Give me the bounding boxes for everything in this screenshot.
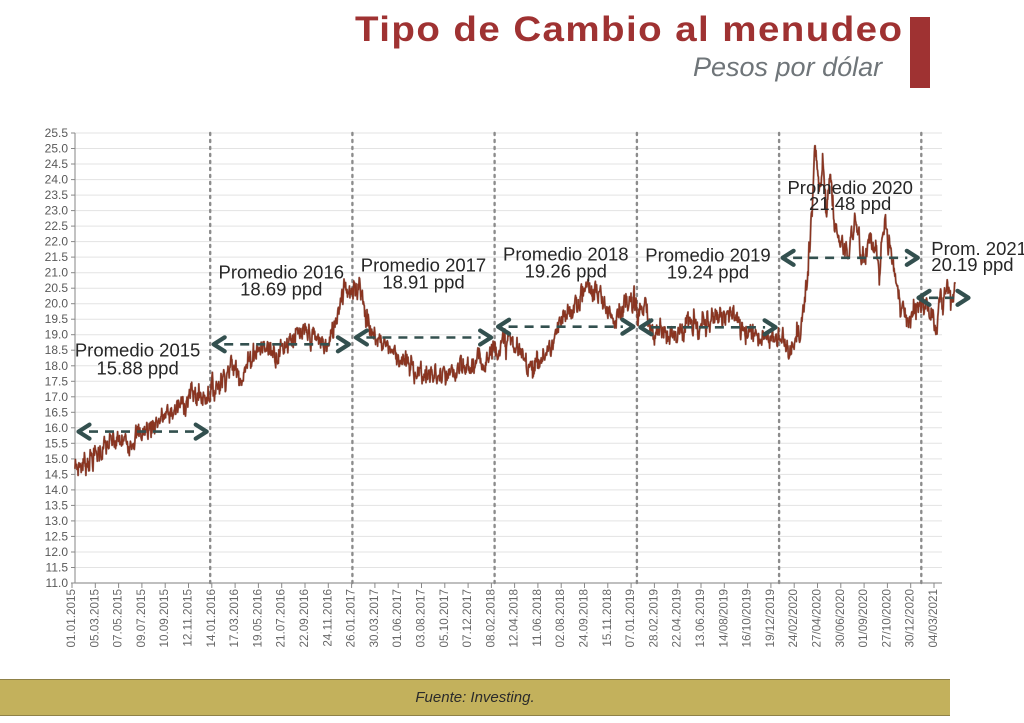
svg-text:18.5: 18.5: [45, 343, 69, 357]
svg-text:14.0: 14.0: [45, 483, 69, 497]
svg-text:12.0: 12.0: [45, 545, 69, 559]
svg-text:23.0: 23.0: [45, 204, 69, 218]
svg-text:15.5: 15.5: [45, 436, 69, 450]
svg-text:07.05.2015: 07.05.2015: [112, 589, 125, 648]
svg-text:27/10/2020: 27/10/2020: [880, 589, 893, 648]
svg-text:22.5: 22.5: [45, 219, 69, 233]
svg-text:21.5: 21.5: [45, 250, 69, 264]
svg-text:02.08.2018: 02.08.2018: [554, 589, 567, 648]
svg-text:13.5: 13.5: [45, 498, 69, 512]
svg-text:28.02.2019: 28.02.2019: [647, 589, 660, 648]
svg-text:20.5: 20.5: [45, 281, 69, 295]
svg-text:19.24 ppd: 19.24 ppd: [667, 261, 749, 282]
svg-text:19.26 ppd: 19.26 ppd: [525, 261, 607, 282]
svg-text:27/04/2020: 27/04/2020: [811, 589, 824, 648]
svg-text:03.08.2017: 03.08.2017: [415, 589, 428, 648]
svg-text:19.05.2016: 19.05.2016: [251, 589, 264, 648]
svg-text:24.5: 24.5: [45, 157, 69, 171]
svg-text:15.0: 15.0: [45, 452, 69, 466]
svg-text:18.0: 18.0: [45, 359, 69, 373]
svg-text:23.5: 23.5: [45, 188, 69, 202]
svg-text:25.0: 25.0: [45, 142, 69, 156]
svg-text:17.0: 17.0: [45, 390, 69, 404]
svg-text:19.5: 19.5: [45, 312, 69, 326]
svg-text:10.09.2015: 10.09.2015: [158, 589, 171, 648]
svg-text:22.04.2019: 22.04.2019: [671, 589, 684, 648]
svg-text:17.5: 17.5: [45, 374, 69, 388]
svg-text:11.06.2018: 11.06.2018: [531, 589, 544, 647]
svg-text:25.5: 25.5: [45, 126, 69, 140]
svg-text:16.5: 16.5: [45, 405, 69, 419]
svg-text:01.06.2017: 01.06.2017: [391, 589, 404, 648]
svg-text:16.0: 16.0: [45, 421, 69, 435]
svg-text:01/09/2020: 01/09/2020: [857, 589, 870, 648]
svg-text:08.02.2018: 08.02.2018: [484, 589, 497, 648]
svg-text:14.5: 14.5: [45, 467, 69, 481]
svg-text:09.07.2015: 09.07.2015: [135, 589, 148, 648]
svg-text:20.19 ppd: 20.19 ppd: [931, 254, 1013, 275]
svg-text:19/12/2019: 19/12/2019: [764, 589, 777, 648]
svg-text:07.12.2017: 07.12.2017: [461, 589, 474, 648]
svg-text:15.88 ppd: 15.88 ppd: [96, 358, 178, 379]
svg-text:07.01.2019: 07.01.2019: [624, 589, 637, 648]
svg-text:16/10/2019: 16/10/2019: [741, 589, 754, 648]
svg-text:15.11.2018: 15.11.2018: [601, 589, 614, 647]
svg-text:22.0: 22.0: [45, 235, 69, 249]
svg-text:21.48 ppd: 21.48 ppd: [809, 193, 891, 214]
svg-text:12.04.2018: 12.04.2018: [508, 589, 521, 648]
svg-text:30.03.2017: 30.03.2017: [368, 589, 381, 648]
svg-text:24.11.2016: 24.11.2016: [321, 589, 334, 647]
svg-text:12.5: 12.5: [45, 529, 69, 543]
svg-text:21.07.2016: 21.07.2016: [275, 589, 288, 648]
svg-text:21.0: 21.0: [45, 266, 69, 280]
svg-text:24/02/2020: 24/02/2020: [787, 589, 800, 648]
svg-text:11.5: 11.5: [46, 561, 69, 575]
svg-text:20.0: 20.0: [45, 297, 69, 311]
svg-text:18.91 ppd: 18.91 ppd: [382, 272, 464, 293]
svg-text:14/08/2019: 14/08/2019: [717, 589, 730, 648]
svg-text:24.09.2018: 24.09.2018: [578, 589, 591, 648]
svg-text:13.06.2019: 13.06.2019: [694, 589, 707, 648]
svg-text:22.09.2016: 22.09.2016: [298, 589, 311, 648]
svg-text:19.0: 19.0: [45, 328, 69, 342]
svg-text:18.69 ppd: 18.69 ppd: [240, 278, 322, 299]
svg-text:30/12/2020: 30/12/2020: [904, 589, 917, 648]
svg-text:01.01.2015: 01.01.2015: [65, 589, 78, 648]
svg-text:04/03/2021: 04/03/2021: [927, 589, 940, 648]
svg-text:17.03.2016: 17.03.2016: [228, 589, 241, 648]
svg-text:05.10.2017: 05.10.2017: [438, 589, 451, 648]
svg-text:12.11.2015: 12.11.2015: [182, 589, 195, 647]
svg-text:26.01.2017: 26.01.2017: [345, 589, 358, 648]
svg-text:24.0: 24.0: [45, 173, 69, 187]
svg-text:11.0: 11.0: [46, 576, 69, 590]
svg-text:30/06/2020: 30/06/2020: [834, 589, 847, 648]
svg-text:13.0: 13.0: [45, 514, 69, 528]
svg-text:14.01.2016: 14.01.2016: [205, 589, 218, 648]
svg-text:05.03.2015: 05.03.2015: [88, 589, 101, 648]
